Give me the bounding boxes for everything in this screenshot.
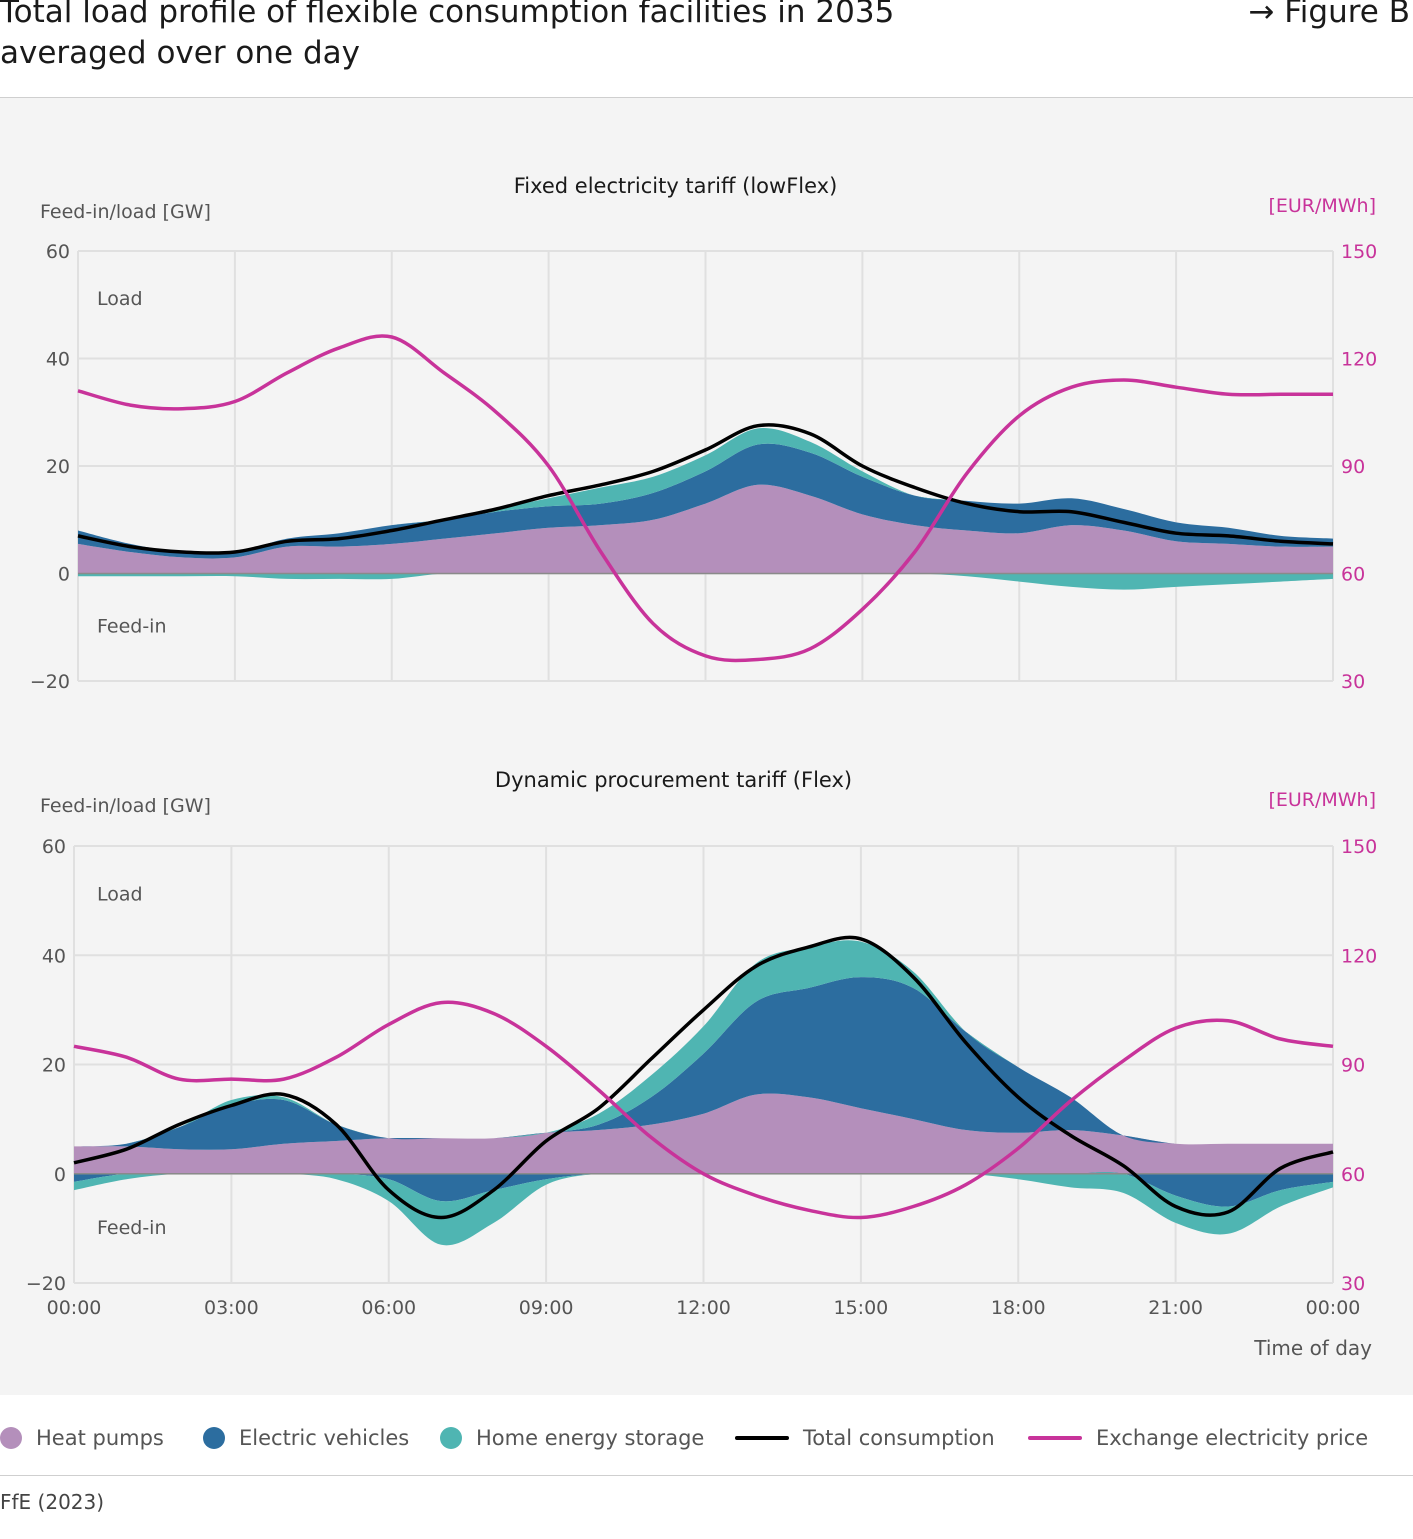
x-tick-label: 03:00 (204, 1297, 259, 1319)
home-energy-storage-area-negative (78, 573, 1333, 590)
exchange-price-line-icon (1028, 1436, 1082, 1440)
legend-electric-vehicles-label: Electric vehicles (239, 1426, 410, 1450)
x-tick-label: 09:00 (519, 1297, 574, 1319)
feedin-annotation: Feed-in (97, 1217, 167, 1239)
x-tick-label: 00:00 (1306, 1297, 1361, 1319)
chart-title: Fixed electricity tariff (lowFlex) (514, 174, 838, 198)
y2-tick-label: 120 (1341, 945, 1377, 967)
y-tick-label: −20 (26, 1273, 66, 1295)
y2-tick-label: 60 (1341, 564, 1365, 586)
y2-tick-label: 150 (1341, 241, 1377, 263)
total-consumption-line-icon (735, 1436, 789, 1440)
x-tick-label: 21:00 (1148, 1297, 1203, 1319)
y-tick-label: 40 (42, 945, 66, 967)
y-tick-label: 20 (46, 456, 70, 478)
home-energy-storage-swatch-icon (440, 1427, 462, 1449)
legend-electric-vehicles: Electric vehicles (203, 1416, 409, 1460)
legend-heat-pumps-label: Heat pumps (36, 1426, 164, 1450)
title-line-2: averaged over one day (0, 35, 360, 71)
y-tick-label: 0 (54, 1164, 66, 1186)
total-consumption-line (77, 423, 1334, 555)
electric-vehicles-area (74, 977, 1333, 1150)
legend-total-consumption: Total consumption (735, 1416, 995, 1460)
title-line-1: Total load profile of flexible consumpti… (0, 0, 895, 30)
chart-title: Dynamic procurement tariff (Flex) (495, 768, 852, 792)
legend-home-energy-storage: Home energy storage (440, 1416, 704, 1460)
load-annotation: Load (97, 884, 143, 906)
y2-tick-label: 30 (1341, 1273, 1365, 1295)
y-tick-label: 60 (42, 836, 66, 858)
page-title: Total load profile of flexible consumpti… (0, 0, 980, 74)
y-axis-label: Feed-in/load [GW] (40, 201, 211, 223)
home-energy-storage-area (74, 940, 1333, 1147)
x-tick-label: 18:00 (991, 1297, 1046, 1319)
heat-pumps-area (78, 484, 1333, 574)
heat-pumps-swatch-icon (0, 1427, 22, 1449)
y2-tick-label: 90 (1341, 1055, 1365, 1077)
legend-home-energy-storage-label: Home energy storage (476, 1426, 705, 1450)
y2-tick-label: 150 (1341, 836, 1377, 858)
figure-reference: → Figure B (1248, 0, 1410, 30)
legend-exchange-price: Exchange electricity price (1028, 1416, 1368, 1460)
y-tick-label: 20 (42, 1055, 66, 1077)
x-tick-label: 15:00 (833, 1297, 888, 1319)
electric-vehicles-area-negative (74, 1172, 1333, 1207)
y2-tick-label: 30 (1341, 671, 1365, 693)
legend: Heat pumps Electric vehicles Home energy… (0, 1416, 1413, 1460)
x-tick-label: 12:00 (676, 1297, 731, 1319)
x-tick-label: 06:00 (361, 1297, 416, 1319)
y-tick-label: 60 (46, 241, 70, 263)
legend-total-consumption-label: Total consumption (803, 1426, 995, 1450)
y2-axis-label: [EUR/MWh] (1268, 195, 1376, 217)
y-tick-label: 0 (58, 564, 70, 586)
y2-tick-label: 60 (1341, 1164, 1365, 1186)
legend-exchange-price-label: Exchange electricity price (1096, 1426, 1369, 1450)
y-axis-label: Feed-in/load [GW] (40, 795, 211, 817)
x-tick-label: 00:00 (47, 1297, 102, 1319)
source-note: FfE (2023) (0, 1490, 105, 1514)
chart-1: Fixed electricity tariff (lowFlex) Feed-i… (30, 174, 1377, 693)
exchange-price-line (77, 334, 1333, 663)
charts-svg: Fixed electricity tariff (lowFlex) Feed-i… (26, 174, 1377, 1360)
y2-tick-label: 90 (1341, 456, 1365, 478)
total-consumption-line (73, 935, 1334, 1220)
y-tick-label: 40 (46, 349, 70, 371)
y2-tick-label: 120 (1341, 349, 1377, 371)
exchange-price-line (73, 1000, 1334, 1220)
footer-divider (0, 1475, 1413, 1476)
heat-pumps-area (74, 1093, 1333, 1174)
x-axis-label: Time of day (1253, 1336, 1372, 1360)
y2-axis-label: [EUR/MWh] (1268, 789, 1376, 811)
y-tick-label: −20 (30, 671, 70, 693)
legend-heat-pumps: Heat pumps (0, 1416, 164, 1460)
chart-2: Dynamic procurement tariff (Flex) Feed-in… (26, 768, 1377, 1360)
header-divider (0, 97, 1413, 98)
feedin-annotation: Feed-in (97, 616, 167, 638)
load-annotation: Load (97, 288, 143, 310)
electric-vehicles-swatch-icon (203, 1427, 225, 1449)
chart-panel: Fixed electricity tariff (lowFlex) Feed-i… (0, 98, 1413, 1395)
